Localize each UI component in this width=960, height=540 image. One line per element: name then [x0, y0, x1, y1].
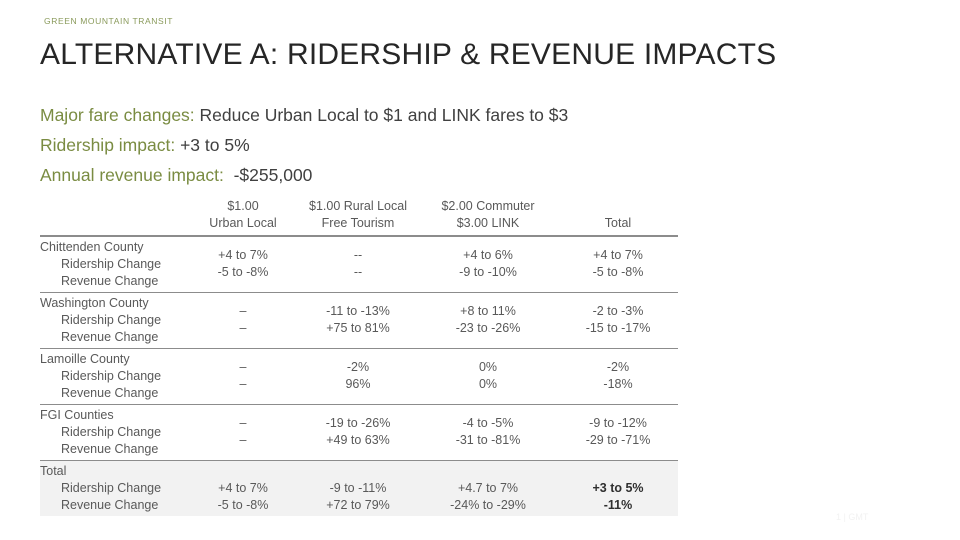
column-header-urban-local: $1.00 Urban Local: [209, 199, 277, 230]
table-cell: +3 to 5% -11%: [558, 460, 678, 516]
column-header-commuter-link: $2.00 Commuter $3.00 LINK: [441, 199, 535, 230]
table-cell: 0% 0%: [478, 360, 498, 391]
table-row: FGI Counties Ridership Change Revenue Chan…: [40, 404, 678, 460]
table-cell: -- --: [353, 248, 363, 280]
page-title: ALTERNATIVE A: RIDERSHIP & REVENUE IMPAC…: [40, 38, 777, 71]
row-label: Washington County Ridership Change Revenue…: [40, 295, 162, 344]
table-row-total: Total Ridership Change Revenue Change +4 t…: [40, 460, 678, 516]
summary-fare-changes: Major fare changes: Reduce Urban Local t…: [40, 100, 568, 130]
table-cell: +4 to 7% -5 to -8%: [217, 248, 269, 280]
table-cell: – –: [239, 416, 247, 447]
summary-block: Major fare changes: Reduce Urban Local t…: [40, 100, 568, 190]
table-cell: +4 to 6% -9 to -10%: [459, 248, 517, 280]
table-cell: -11 to -13% +75 to 81%: [326, 304, 390, 335]
table-cell: +4.7 to 7% -24% to -29%: [418, 460, 558, 516]
table-cell: -2% 96%: [345, 360, 371, 391]
table-cell: -9 to -12% -29 to -71%: [585, 415, 651, 447]
summary-value: +3 to 5%: [175, 135, 250, 155]
table-cell: -2% -18%: [603, 359, 633, 391]
summary-label: Ridership impact:: [40, 135, 176, 155]
summary-revenue: Annual revenue impact: -$255,000: [40, 160, 568, 190]
impacts-table: $1.00 Urban Local $1.00 Rural Local Free T…: [40, 198, 678, 516]
table-cell: – –: [239, 304, 247, 335]
footer-corner-text: 1 | GMT: [836, 512, 869, 522]
table-row: Lamoille County Ridership Change Revenue C…: [40, 348, 678, 404]
summary-ridership: Ridership impact: +3 to 5%: [40, 130, 568, 160]
column-header-total: Total: [604, 216, 632, 230]
table-row: Chittenden County Ridership Change Revenue…: [40, 236, 678, 292]
table-cell: +8 to 11% -23 to -26%: [455, 304, 521, 335]
column-header-rural-local: $1.00 Rural Local Free Tourism: [309, 199, 407, 230]
summary-value: Reduce Urban Local to $1 and LINK fares …: [194, 105, 569, 125]
table-cell: -19 to -26% +49 to 63%: [325, 416, 391, 447]
brand-label: GREEN MOUNTAIN TRANSIT: [44, 16, 174, 26]
table-cell: -9 to -11% +72 to 79%: [298, 460, 418, 516]
table-header-row: $1.00 Urban Local $1.00 Rural Local Free T…: [40, 198, 678, 236]
summary-value: -$255,000: [223, 165, 313, 185]
row-label: Lamoille County Ridership Change Revenue C…: [40, 351, 162, 400]
table-cell: -4 to -5% -31 to -81%: [455, 416, 521, 447]
table-cell: – –: [239, 360, 247, 391]
table-row: Washington County Ridership Change Revenue…: [40, 292, 678, 348]
table-cell: +4 to 7% -5 to -8%: [592, 248, 644, 280]
row-label: Chittenden County Ridership Change Revenue…: [40, 240, 162, 288]
row-label: FGI Counties Ridership Change Revenue Chan…: [40, 407, 162, 456]
column-header-empty: [40, 198, 188, 236]
table-cell: +4 to 7% -5 to -8%: [188, 460, 298, 516]
row-label: Total Ridership Change Revenue Change: [40, 460, 188, 516]
table-cell: -2 to -3% -15 to -17%: [585, 303, 651, 335]
summary-label: Major fare changes:: [40, 105, 195, 125]
summary-label: Annual revenue impact:: [40, 165, 224, 185]
